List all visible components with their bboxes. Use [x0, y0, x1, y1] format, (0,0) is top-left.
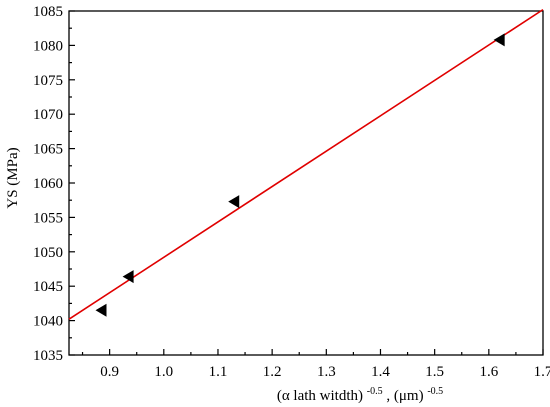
y-tick-label: 1055 [33, 210, 63, 226]
x-tick-label: 1.0 [154, 364, 173, 380]
x-axis-title-suffix: , (μm) [386, 388, 423, 404]
x-tick-label: 1.4 [371, 364, 390, 380]
y-tick-label: 1035 [33, 348, 63, 364]
y-axis-ticks: 1035 1040 1045 1050 1055 1060 1065 1070 1075 1080… [33, 4, 75, 364]
plot-border [68, 10, 544, 356]
y-tick-label: 1080 [33, 38, 63, 54]
y-tick-label: 1075 [33, 73, 63, 89]
x-tick-label: 0.9 [100, 364, 119, 380]
x-axis-title: (α lath witdth) -0.5 , (μm) -0.5 [277, 382, 443, 404]
y-tick-label: 1045 [33, 279, 63, 295]
x-tick-label: 1.7 [534, 364, 550, 380]
plot-frame [68, 10, 544, 356]
x-tick-label: 1.3 [317, 364, 336, 380]
linear-fit-line [68, 8, 544, 320]
x-axis-title-suffix-exponent: -0.5 [427, 386, 443, 397]
y-tick-label: 1050 [33, 245, 63, 261]
y-tick-label: 1070 [33, 107, 63, 123]
data-point-left-triangle [228, 195, 240, 209]
x-axis-title-prefix-exponent: -0.5 [367, 386, 383, 397]
y-tick-label: 1040 [33, 314, 63, 330]
x-tick-label: 1.6 [479, 364, 498, 380]
y-tick-label: 1085 [33, 4, 63, 20]
x-axis-title-prefix: (α lath witdth) [277, 388, 363, 404]
x-tick-label: 1.2 [263, 364, 282, 380]
y-tick-label: 1060 [33, 176, 63, 192]
data-point-left-triangle [122, 270, 134, 284]
fit-line-group [68, 8, 544, 320]
data-point-left-triangle [493, 33, 505, 47]
x-axis-ticks: 0.9 1.0 1.1 1.2 1.3 1.4 1.5 1.6 1.7 [81, 349, 550, 380]
x-tick-label: 1.5 [425, 364, 444, 380]
y-tick-label: 1065 [33, 142, 63, 158]
data-points [95, 33, 505, 317]
x-tick-label: 1.1 [209, 364, 228, 380]
data-point-left-triangle [95, 303, 107, 317]
y-axis-title: YS (MPa) [5, 147, 21, 208]
